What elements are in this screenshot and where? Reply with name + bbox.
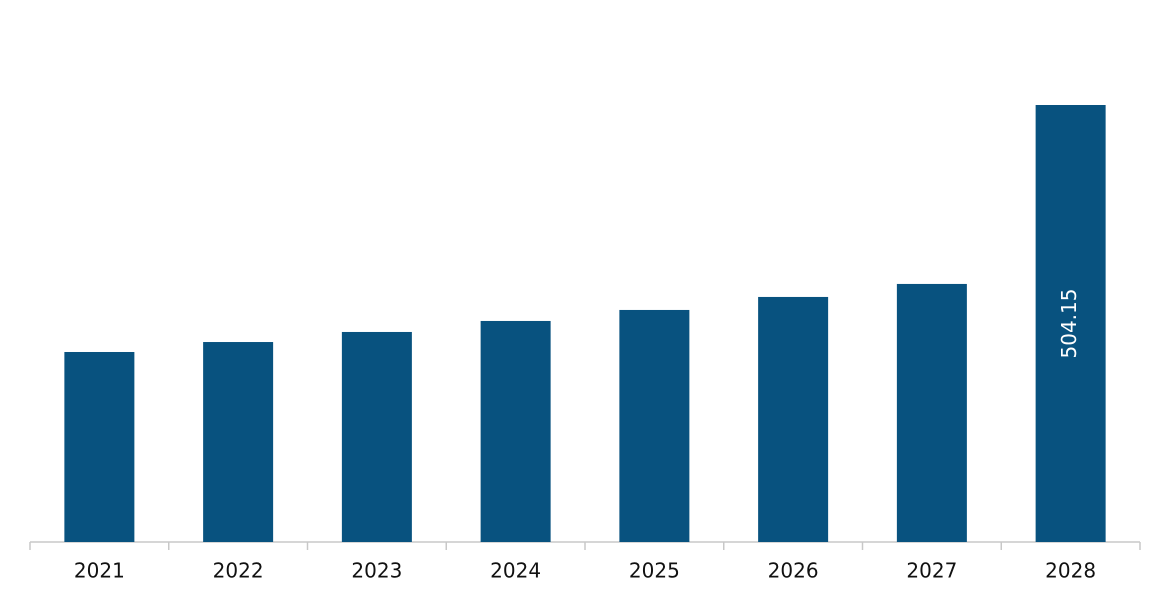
- x-tick-label: 2021: [74, 559, 125, 583]
- bar: [758, 296, 829, 542]
- x-tick-label: 2028: [1045, 559, 1096, 583]
- x-tick-label: 2026: [768, 559, 819, 583]
- bar: [896, 283, 967, 542]
- bar: [341, 331, 412, 542]
- x-tick-label: 2023: [351, 559, 402, 583]
- x-tick-label: 2025: [629, 559, 680, 583]
- bar: [619, 309, 690, 542]
- bar: [1035, 105, 1106, 542]
- x-tick-label: 2027: [906, 559, 957, 583]
- bar: [203, 342, 274, 542]
- data-label: 504.15: [1057, 289, 1081, 359]
- x-tick-label: 2022: [213, 559, 264, 583]
- x-tick-label: 2024: [490, 559, 541, 583]
- bar: [64, 351, 135, 542]
- bar: [480, 320, 551, 542]
